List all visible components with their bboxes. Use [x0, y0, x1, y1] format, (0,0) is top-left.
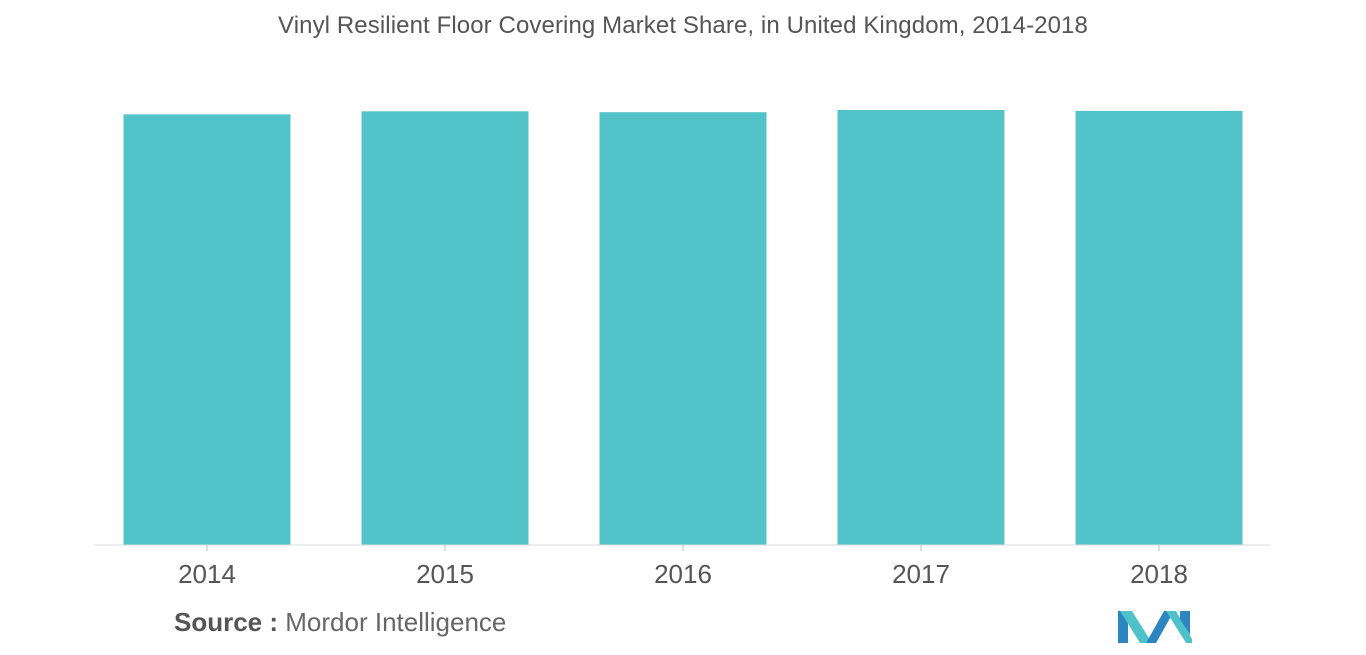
mordor-intelligence-logo — [1118, 611, 1192, 643]
source-text: Mordor Intelligence — [285, 607, 507, 637]
x-ticks-group — [206, 545, 1160, 551]
bar-2017 — [837, 110, 1005, 545]
bars-group — [123, 110, 1243, 546]
logo-shape-right — [1180, 611, 1190, 635]
logo-shape-diag1 — [1120, 611, 1152, 643]
x-tick-label-2016: 2016 — [654, 559, 712, 589]
x-tick-label-2015: 2015 — [416, 559, 474, 589]
x-tick-label-2014: 2014 — [178, 559, 236, 589]
x-tick-label-2017: 2017 — [892, 559, 950, 589]
bar-2015 — [361, 111, 529, 546]
chart-title: Vinyl Resilient Floor Covering Market Sh… — [278, 12, 1088, 39]
bar-2014 — [123, 114, 291, 545]
logo-shape-diag3 — [1166, 611, 1192, 643]
bar-chart: 2014 2015 2016 2017 2018 — [95, 110, 1270, 589]
x-tick-labels-group: 2014 2015 2016 2017 2018 — [178, 559, 1188, 589]
x-tick-label-2018: 2018 — [1130, 559, 1188, 589]
source-note: Source : Mordor Intelligence — [174, 607, 506, 638]
logo-shape-diag2 — [1146, 611, 1174, 643]
bar-2016 — [599, 112, 767, 546]
source-label: Source : — [174, 607, 279, 637]
bar-2018 — [1075, 110, 1243, 546]
